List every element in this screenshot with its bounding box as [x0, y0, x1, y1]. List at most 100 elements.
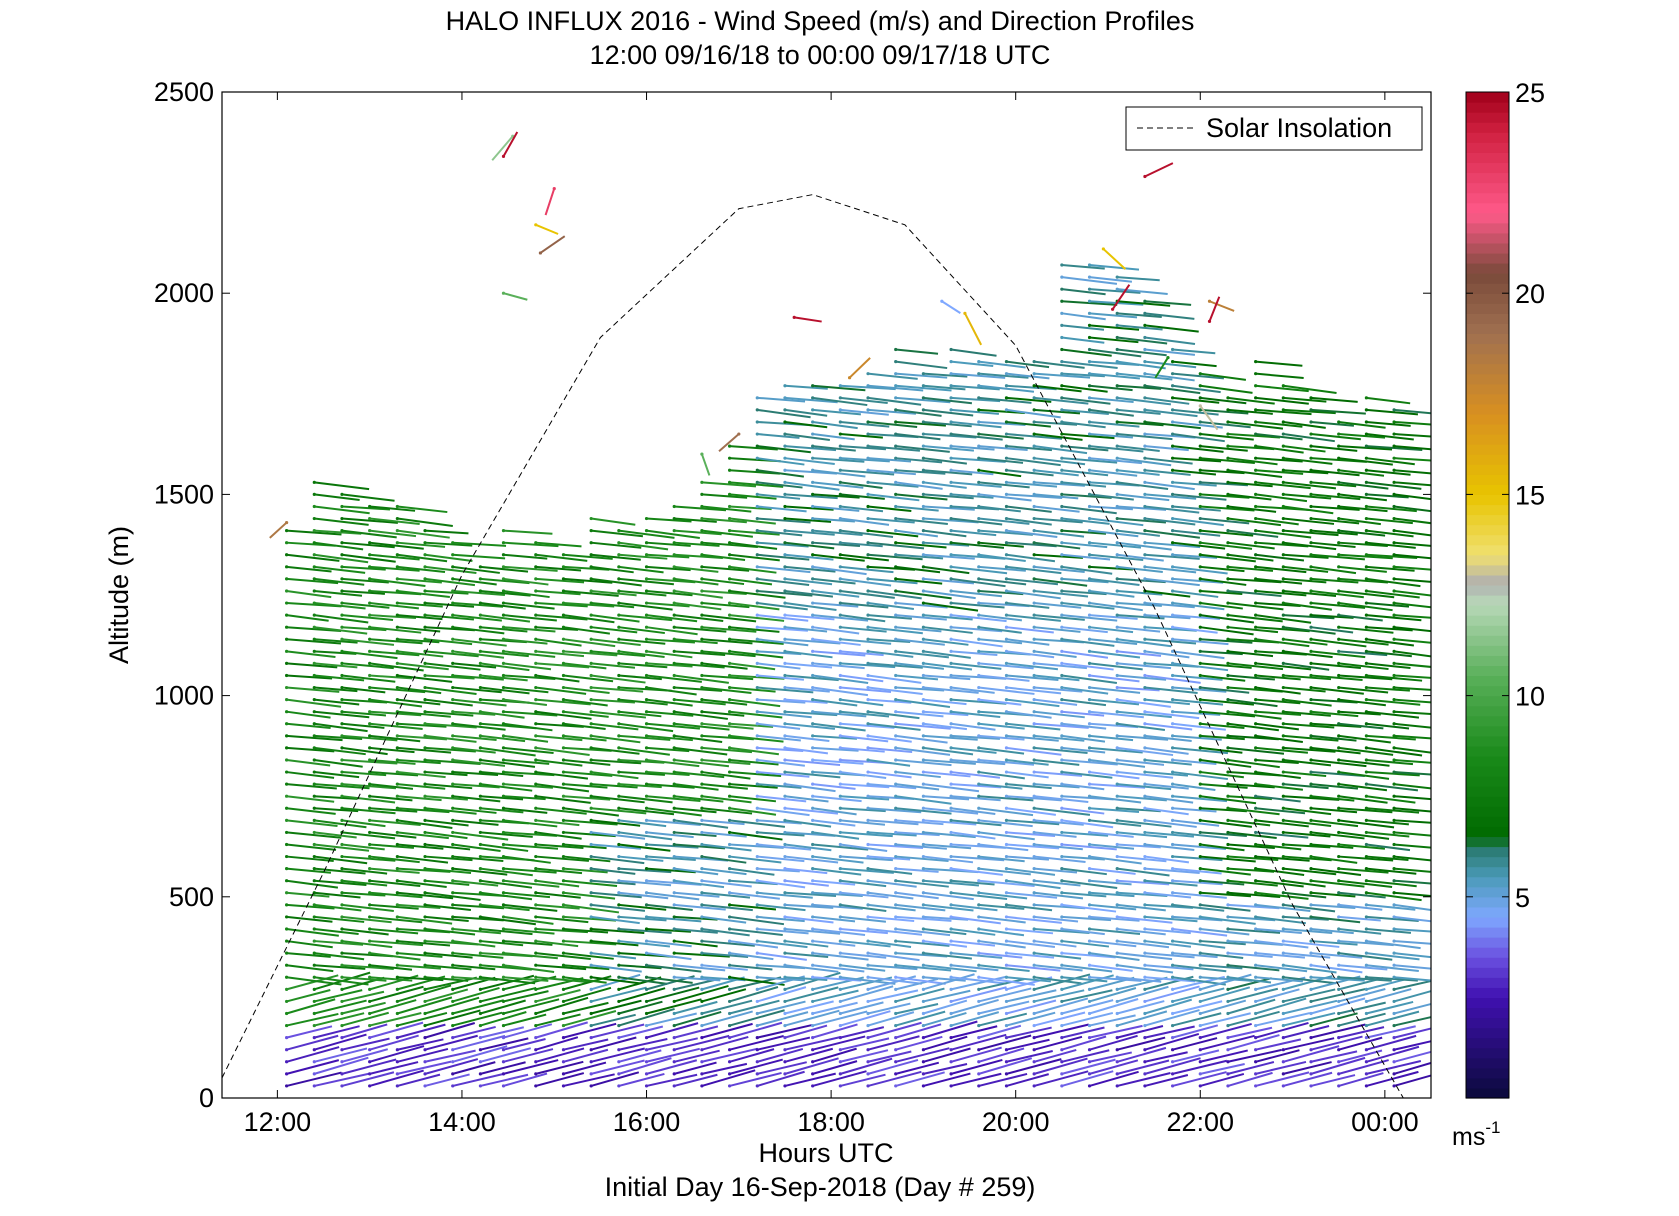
wind-vector-head	[755, 999, 759, 1004]
wind-vector	[423, 685, 477, 695]
wind-vector-head	[395, 903, 399, 907]
wind-vector	[501, 758, 550, 765]
wind-vector-head	[672, 770, 676, 774]
wind-vector	[672, 1049, 720, 1064]
wind-vector-head	[617, 951, 621, 955]
wind-vector-head	[838, 806, 842, 810]
wind-vector-shaft	[590, 999, 642, 1015]
wind-vector	[478, 685, 530, 695]
wind-vector-head	[312, 661, 316, 666]
wind-vector-head	[866, 456, 870, 460]
wind-vector-head	[783, 420, 787, 424]
wind-vector-head	[589, 1084, 593, 1088]
wind-vector-head	[451, 1072, 455, 1076]
wind-vector-shaft	[314, 1012, 365, 1027]
wind-vector-shaft	[503, 843, 559, 850]
wind-vector	[368, 673, 413, 680]
wind-vector-head	[1032, 734, 1036, 738]
wind-vector	[700, 1035, 749, 1052]
wind-vector	[501, 794, 546, 801]
wind-vector-head	[866, 758, 870, 762]
wind-vector-shaft	[1061, 999, 1114, 1015]
wind-vector	[312, 541, 364, 551]
wind-vector	[395, 577, 442, 584]
wind-vector-head	[672, 1036, 676, 1040]
wind-vector-shaft	[286, 867, 332, 874]
wind-vector-head	[866, 842, 870, 847]
wind-vector-head	[838, 480, 842, 484]
wind-vector-head	[783, 384, 787, 388]
wind-vector-head	[340, 794, 344, 798]
wind-vector	[672, 1010, 722, 1028]
wind-vector	[866, 396, 922, 406]
wind-vector-head	[501, 565, 506, 569]
wind-vector-head	[451, 698, 455, 702]
wind-vector-shaft	[424, 638, 473, 646]
wind-vector-head	[561, 782, 566, 786]
wind-vector	[368, 746, 415, 754]
wind-vector-head	[921, 1072, 926, 1076]
wind-vector-head	[617, 987, 621, 991]
wind-vector	[285, 722, 331, 730]
wind-vector-head	[921, 685, 926, 690]
wind-vector-shaft	[314, 976, 369, 986]
wind-vector-shaft	[397, 565, 446, 573]
wind-vector	[478, 1026, 525, 1040]
wind-vector-head	[894, 360, 898, 364]
wind-vector-head	[423, 927, 427, 931]
wind-vector	[340, 685, 386, 694]
wind-vector-head	[617, 1072, 621, 1076]
wind-vector-shaft	[314, 589, 363, 597]
wind-vector-shaft	[286, 698, 342, 708]
wind-vector-head	[534, 685, 538, 690]
wind-vector-head	[340, 1023, 344, 1028]
wind-vector-head	[700, 1048, 704, 1052]
wind-vector	[501, 990, 549, 1004]
wind-vector-shaft	[424, 541, 473, 547]
wind-vector-head	[395, 673, 399, 678]
wind-vector-head	[700, 818, 704, 822]
wind-vector	[312, 637, 358, 644]
wind-vector-head	[783, 794, 787, 798]
wind-vector	[423, 988, 469, 1004]
wind-vector-head	[1087, 372, 1092, 376]
wind-vector-head	[368, 975, 372, 979]
wind-vector-head	[1115, 722, 1119, 726]
wind-vector-head	[1060, 999, 1064, 1004]
wind-vector	[451, 963, 496, 971]
wind-vector-head	[644, 963, 649, 967]
wind-vector-shaft	[286, 989, 331, 1003]
wind-vector-head	[949, 396, 953, 400]
wind-vector-head	[1004, 867, 1009, 871]
wind-vector-head	[1115, 613, 1119, 617]
wind-vector-shaft	[397, 541, 446, 548]
wind-vector-head	[312, 818, 316, 822]
wind-vector-head	[700, 673, 704, 678]
wind-vector	[755, 1011, 809, 1028]
wind-vector-head	[423, 541, 427, 545]
wind-vector-head	[700, 891, 704, 895]
wind-vector-shaft	[314, 722, 368, 733]
wind-vector-head	[977, 661, 981, 666]
wind-vector	[285, 879, 339, 889]
wind-vector-head	[838, 565, 842, 569]
wind-vector-head	[949, 782, 953, 786]
wind-vector-shaft	[480, 686, 530, 695]
wind-vector-head	[644, 1036, 649, 1040]
wind-vector-head	[727, 661, 732, 666]
wind-vector-head	[501, 818, 506, 822]
wind-vector-head	[534, 999, 538, 1004]
wind-vector-head	[478, 794, 483, 798]
wind-vector-head	[644, 867, 649, 871]
wind-vector-head	[423, 746, 427, 750]
wind-vector	[534, 939, 579, 948]
wind-vector-head	[672, 987, 676, 991]
wind-vector-head	[949, 842, 953, 847]
wind-vector-shaft	[950, 1011, 1000, 1027]
wind-vector-shaft	[286, 855, 334, 862]
wind-vector-head	[1004, 854, 1009, 859]
wind-vector-head	[644, 529, 649, 533]
wind-vector-head	[783, 1060, 787, 1064]
wind-vector-head	[1087, 456, 1092, 460]
